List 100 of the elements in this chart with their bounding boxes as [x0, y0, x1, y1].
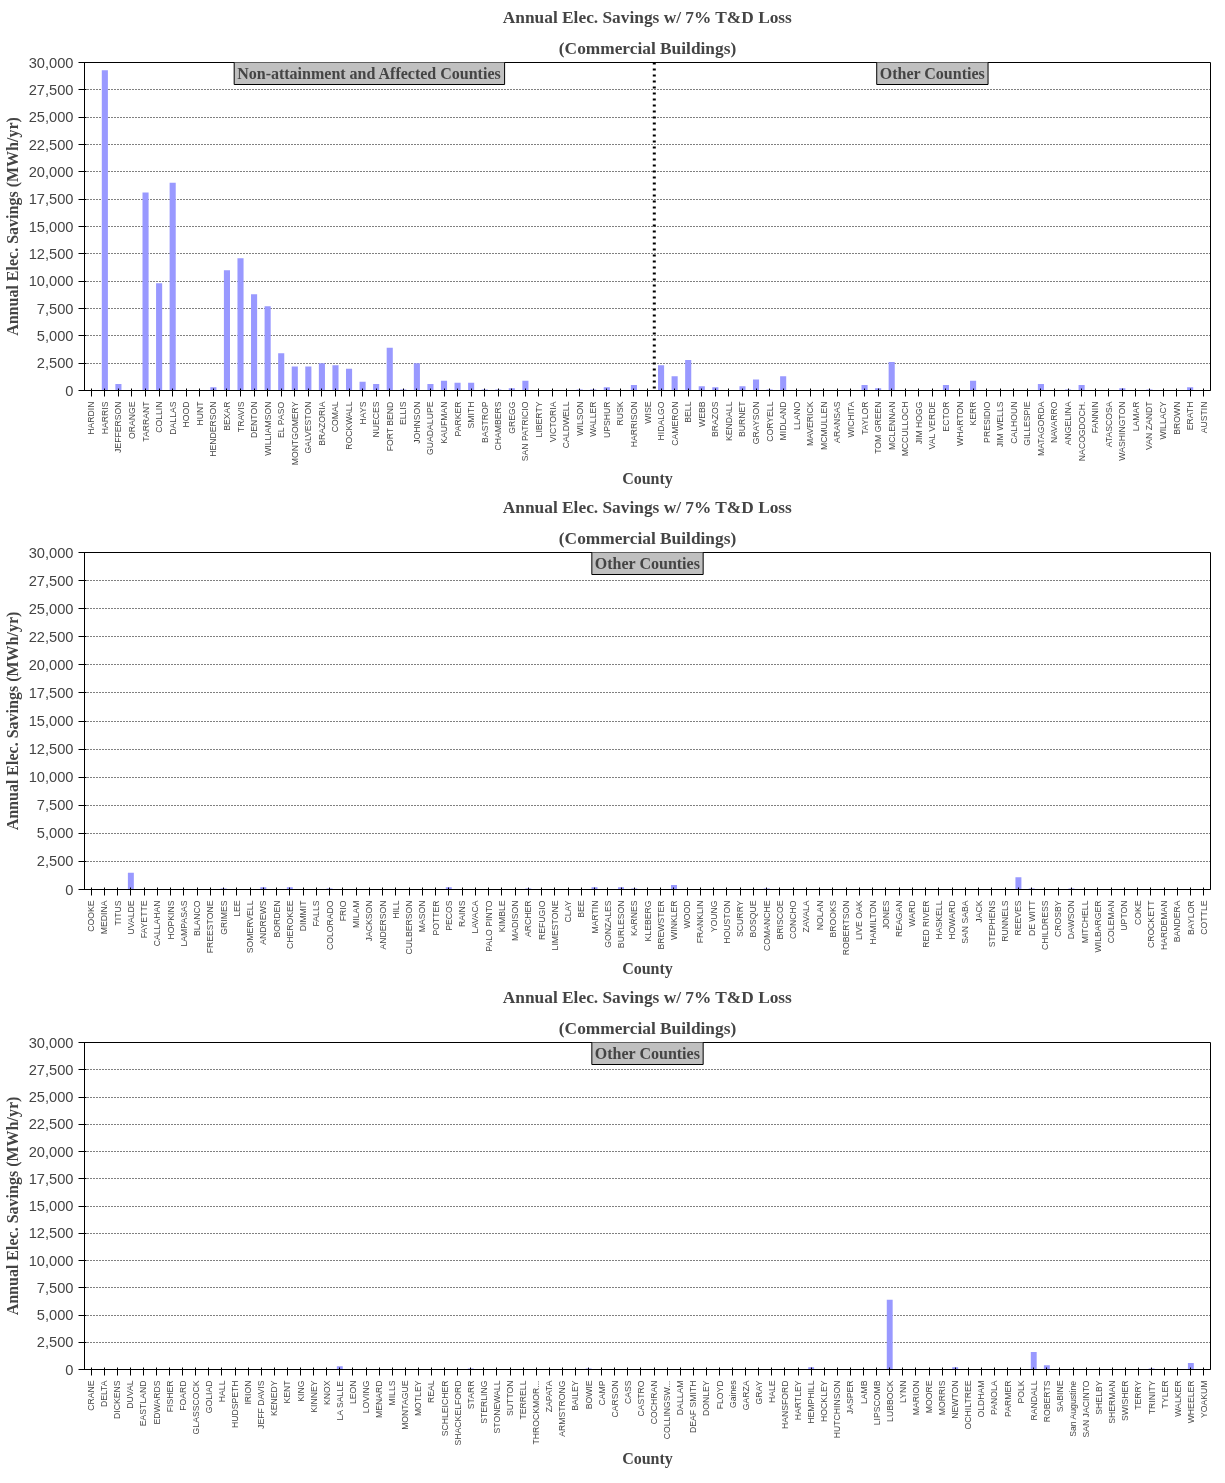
y-tick-label: 5,000 — [36, 825, 74, 842]
x-tick-label: HASKELL — [933, 900, 944, 940]
y-tick-label: 10,000 — [28, 769, 74, 786]
x-tick-label: LIBERTY — [533, 401, 544, 438]
x-tick-label: MARTIN — [589, 900, 600, 934]
x-tick-label: WILSON — [574, 401, 585, 436]
x-tick-label: DICKENS — [112, 1380, 123, 1419]
x-tick-label: TERRY — [1133, 1380, 1144, 1410]
y-tick-label: 17,500 — [28, 191, 74, 208]
x-tick-label: WILLACY — [1158, 401, 1169, 440]
x-tick-label: GILLESPIE — [1022, 401, 1033, 446]
x-tick-label: CHAMBERS — [493, 401, 504, 451]
y-axis-title: Annual Elec. Savings (MWh/yr) — [3, 611, 22, 831]
x-tick-label: HENDERSON — [208, 401, 219, 457]
x-tick-label: KENDALL — [723, 401, 734, 441]
x-tick-label: GRAY — [753, 1380, 764, 1405]
x-tick-label: CROSBY — [1053, 900, 1064, 938]
x-tick-label: ZAPATA — [544, 1380, 555, 1413]
x-tick-label: VAN ZANDT — [1144, 400, 1155, 450]
x-tick-label: CRANE — [86, 1380, 97, 1411]
x-tick-label: PANOLA — [989, 1380, 1000, 1415]
x-tick-label: WALKER — [1172, 1380, 1183, 1417]
x-tick-label: FLOYD — [714, 1380, 725, 1410]
y-tick-label: 20,000 — [28, 163, 74, 180]
x-tick-label: HARDEMAN — [1159, 900, 1170, 951]
x-tick-label: KNOX — [321, 1380, 332, 1406]
x-tick-label: PARMER — [1002, 1380, 1013, 1417]
x-tick-label: HEMPHILL — [806, 1380, 817, 1424]
x-tick-label: WICHITA — [845, 401, 856, 438]
x-tick-label: BOWIE — [583, 1380, 594, 1410]
x-tick-label: CASS — [622, 1380, 633, 1405]
x-tick-label: KARNES — [629, 900, 640, 937]
x-tick-label: WARD — [907, 900, 918, 927]
x-tick-label: DALLAM — [675, 1380, 686, 1416]
x-tick-label: FAYETTE — [139, 900, 150, 939]
x-tick-label: COLEMAN — [1106, 900, 1117, 944]
x-tick-label: ELLIS — [398, 401, 409, 426]
y-tick-label: 0 — [65, 382, 74, 399]
x-tick-label: ROBERTSON — [841, 900, 852, 956]
y-tick-label: 17,500 — [28, 1170, 74, 1187]
x-tick-label: KERR — [968, 401, 979, 426]
x-tick-label: TITUS — [112, 900, 123, 926]
y-tick-label: 27,500 — [28, 1061, 74, 1078]
chart-title: Annual Elec. Savings w/ 7% T&D Loss — [502, 497, 793, 517]
x-tick-label: MORRIS — [937, 1380, 948, 1416]
y-tick-label: 25,000 — [28, 1089, 74, 1105]
x-tick-label: JEFFERSON — [113, 401, 124, 453]
x-tick-label: LUBBOCK — [884, 1380, 895, 1422]
x-tick-label: JOHNSON — [411, 401, 422, 444]
x-tick-label: DENTON — [249, 401, 260, 438]
x-tick-label: HUDSPETH — [230, 1380, 241, 1429]
x-tick-label: ERATH — [1185, 401, 1196, 431]
y-tick-label: 10,000 — [28, 1252, 74, 1269]
y-tick-label: 25,000 — [28, 109, 74, 126]
y-tick-label: 30,000 — [28, 1034, 74, 1051]
x-tick-label: DELTA — [99, 1380, 110, 1408]
x-tick-label: HUNT — [194, 400, 205, 426]
x-tick-label: MONTGOMERY — [289, 401, 300, 466]
y-tick-label: 30,000 — [28, 544, 74, 561]
x-tick-label: BASTROP — [479, 401, 490, 443]
x-tick-label: HALE — [766, 1380, 777, 1404]
x-tick-label: GOLIAD — [203, 1380, 214, 1414]
x-tick-label: BROWN — [1171, 401, 1182, 435]
x-tick-label: BRISCOE — [774, 900, 785, 940]
x-tick-label: DIMMIT — [298, 899, 309, 932]
x-tick-label: BRAZORIA — [316, 401, 327, 446]
annotation: Other Counties — [879, 64, 985, 82]
x-tick-label: BORDEN — [271, 900, 282, 938]
x-tick-label: LAMPASAS — [178, 900, 189, 947]
x-tick-label: SHELBY — [1094, 1380, 1105, 1415]
y-axis-title: Annual Elec. Savings (MWh/yr) — [3, 117, 22, 336]
x-tick-label: HILL — [390, 900, 401, 919]
x-tick-label: RANDALL — [1028, 1380, 1039, 1421]
x-tick-label: HALL — [216, 1380, 227, 1403]
x-tick-label: MILLS — [387, 1380, 398, 1406]
x-tick-label: LAMB — [858, 1380, 869, 1405]
x-tick-label: SWISHER — [1120, 1380, 1131, 1421]
x-tick-label: RED RIVER — [920, 900, 931, 948]
y-tick-label: 25,000 — [28, 600, 74, 617]
annotation: Non-attainment and Affected Counties — [237, 64, 501, 82]
x-tick-label: UPTON — [1119, 900, 1130, 931]
x-tick-label: JASPER — [845, 1380, 856, 1415]
x-tick-label: COLLIN — [154, 401, 165, 433]
x-tick-label: TRINITY — [1146, 1380, 1157, 1415]
x-tick-label: MATAGORDA — [1035, 401, 1046, 456]
x-tick-label: TAYLOR — [859, 401, 870, 435]
x-tick-label: BEXAR — [221, 401, 232, 431]
x-tick-label: FRANKLIN — [695, 900, 706, 944]
x-tick-label: MCLENNAN — [886, 401, 897, 451]
x-tick-label: DUVAL — [125, 1380, 136, 1409]
x-tick-label: LA SALLE — [334, 1380, 345, 1421]
x-tick-label: TRAVIS — [235, 401, 246, 433]
x-tick-label: HARRIS — [99, 401, 110, 435]
x-tick-label: San Augustine — [1068, 1380, 1079, 1437]
y-tick-label: 0 — [65, 881, 74, 898]
x-tick-label: DE WITT — [1026, 899, 1037, 937]
x-tick-label: LAVACA — [470, 900, 481, 934]
x-tick-label: OCHILTREE — [963, 1380, 974, 1430]
x-tick-label: MILAM — [351, 900, 362, 928]
x-tick-label: NACOGDOCH. — [1076, 401, 1087, 462]
